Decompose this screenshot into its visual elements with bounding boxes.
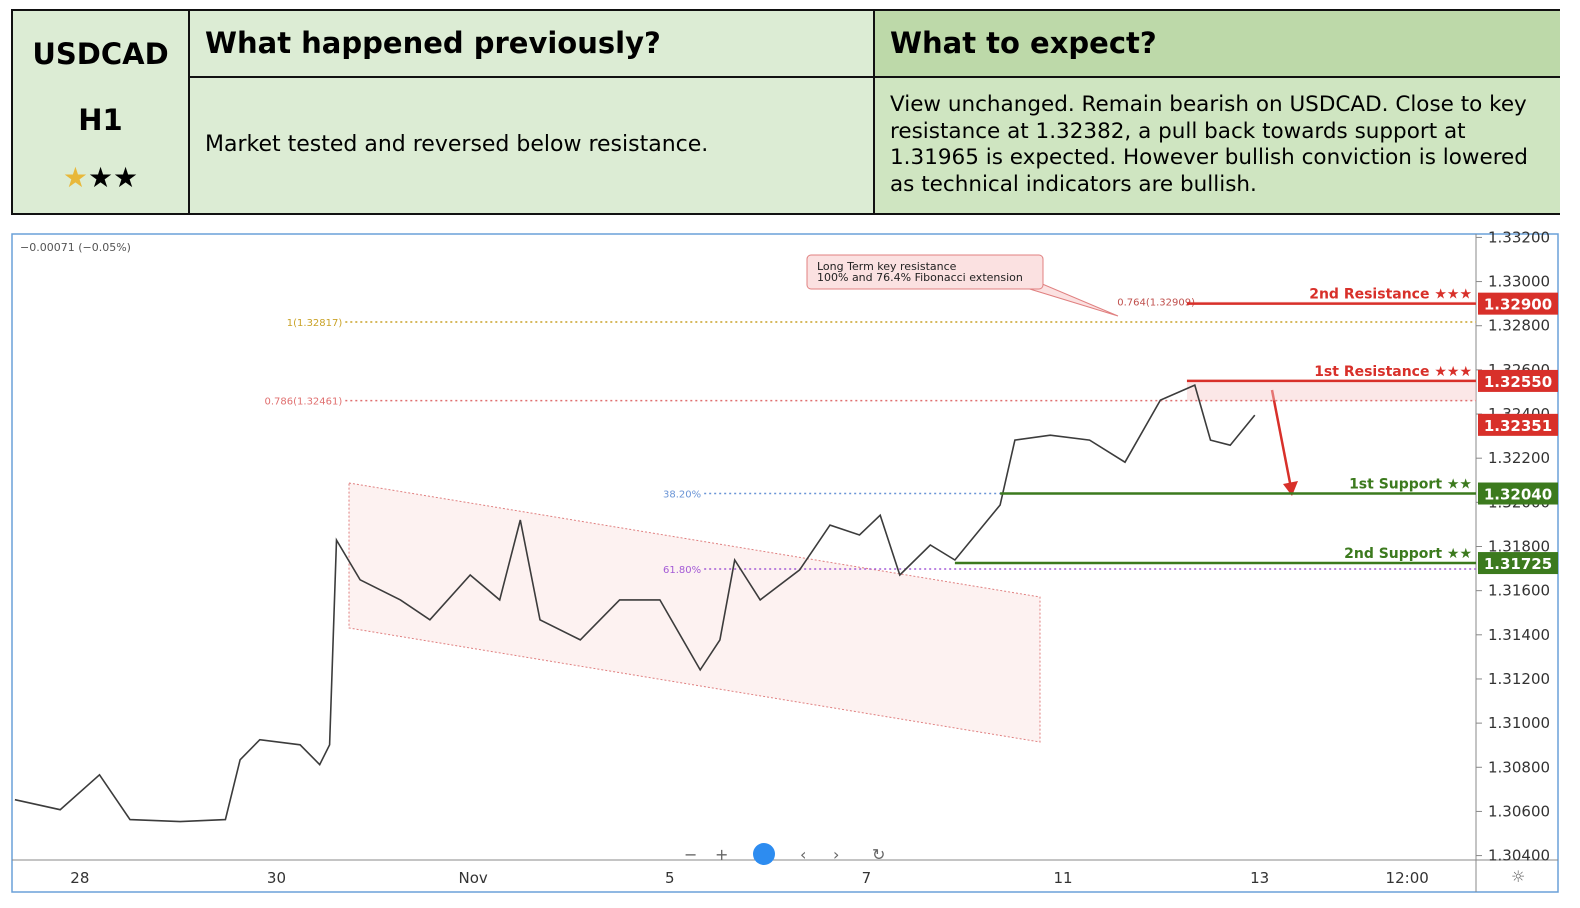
arrow — [1270, 389, 1293, 489]
x-tick-label: 12:00 — [1386, 869, 1429, 887]
col1-text: Market tested and reversed below resista… — [205, 132, 709, 157]
level-name: 1st Resistance ★★★ — [1314, 364, 1472, 380]
y-tick-label: 1.33200 — [1488, 228, 1550, 246]
price-badge-label: 1.32900 — [1484, 296, 1552, 314]
x-tick-label: 13 — [1250, 869, 1269, 887]
y-tick-label: 1.31000 — [1488, 714, 1550, 732]
symbol: USDCAD — [32, 37, 169, 71]
zoom-out[interactable]: − — [684, 845, 697, 864]
x-tick-label: 11 — [1054, 869, 1073, 887]
resistance-zone — [1186, 380, 1476, 401]
symbol-cell: USDCAD H1 ★★★ — [13, 11, 190, 213]
x-tick-label: 28 — [70, 869, 89, 887]
price-badge — [1478, 292, 1558, 315]
x-tick-label: Nov — [458, 869, 487, 887]
refresh[interactable]: ↻ — [872, 845, 885, 864]
body-cell: View unchanged. Remain bearish on USDCAD… — [875, 78, 1560, 213]
fib-label: 61.80% — [663, 565, 701, 576]
y-tick-label: 1.30400 — [1488, 847, 1550, 865]
fib-label: 1(1.32817) — [287, 318, 343, 329]
y-tick-label: 1.31600 — [1488, 582, 1550, 600]
arrowhead — [1283, 481, 1298, 496]
col2-text: View unchanged. Remain bearish on USDCAD… — [890, 92, 1528, 197]
x-tick-label: 30 — [267, 869, 286, 887]
header-cell: What to expect? — [875, 11, 1560, 78]
header-cell: What happened previously? — [190, 11, 875, 78]
analysis-table: USDCAD H1 ★★★ What happened previously? … — [11, 9, 1560, 215]
zoom-in[interactable]: + — [715, 845, 728, 864]
y-tick-label: 1.31800 — [1488, 538, 1550, 556]
y-tick-label: 1.30600 — [1488, 802, 1550, 820]
price-badge — [1478, 413, 1558, 436]
price-badge — [1478, 482, 1558, 505]
price-line — [14, 384, 1256, 823]
price-badge-label: 1.32550 — [1484, 373, 1552, 391]
channel — [348, 482, 1041, 743]
y-tick-label: 1.32800 — [1488, 317, 1550, 335]
y-tick-label: 1.31400 — [1488, 626, 1550, 644]
fib-label: 38.20% — [663, 490, 701, 501]
fib-label: 0.764(1.32909) — [1117, 298, 1195, 309]
scroll-left[interactable]: ‹ — [800, 845, 806, 864]
callout-text: Long Term key resistance — [817, 260, 957, 273]
price-badge — [1478, 369, 1558, 392]
level-name: 2nd Resistance ★★★ — [1309, 287, 1472, 303]
rating-stars: ★★★ — [62, 161, 139, 194]
price-badge — [1478, 552, 1558, 575]
callout — [806, 254, 1044, 290]
reset-button[interactable] — [753, 843, 775, 865]
level-name: 1st Support ★★ — [1349, 477, 1472, 493]
timeframe: H1 — [78, 103, 123, 137]
col2-header: What to expect? — [890, 26, 1157, 60]
body-cell: Market tested and reversed below resista… — [190, 78, 875, 213]
col1-header: What happened previously? — [205, 26, 661, 60]
y-tick-label: 1.33000 — [1488, 273, 1550, 291]
y-tick-label: 1.32200 — [1488, 449, 1550, 467]
settings[interactable]: ☼ — [1511, 867, 1525, 886]
toolbar: − + ‹ › ↻ ☼ — [684, 843, 1525, 886]
price-badge-label: 1.31725 — [1484, 555, 1552, 573]
fib-label: 0.786(1.32461) — [265, 397, 343, 408]
change-label: −0.00071 (−0.05%) — [20, 241, 131, 254]
callout-text: 100% and 76.4% Fibonacci extension — [817, 271, 1023, 284]
y-tick-label: 1.30800 — [1488, 758, 1550, 776]
x-tick-label: 5 — [665, 869, 675, 887]
scroll-right[interactable]: › — [833, 845, 839, 864]
price-badge-label: 1.32040 — [1484, 486, 1552, 504]
price-badge-label: 1.32351 — [1484, 417, 1552, 435]
x-tick-label: 7 — [862, 869, 872, 887]
level-name: 2nd Support ★★ — [1344, 546, 1472, 562]
y-tick-label: 1.31200 — [1488, 670, 1550, 688]
